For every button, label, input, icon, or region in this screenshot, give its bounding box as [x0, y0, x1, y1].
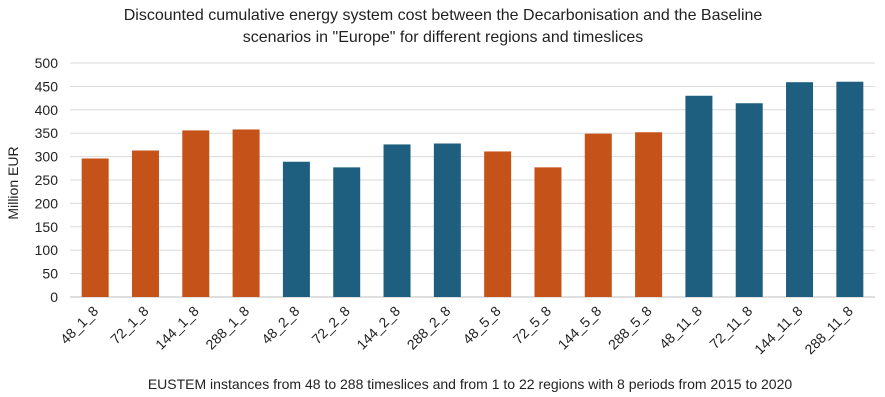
x-tick-label: 288_11_8 [801, 303, 856, 358]
bar-72_5_8 [534, 167, 562, 297]
x-tick-labels: 48_1_8 72_1_8 144_1_8 288_1_8 48_2_8 72_2_8 14… [57, 303, 856, 358]
x-tick-label: 144_1_8 [152, 303, 202, 353]
x-tick-label: 288_1_8 [202, 303, 252, 353]
bar-72_2_8 [333, 167, 361, 297]
x-tick-label: 48_5_8 [459, 303, 503, 347]
bar-288_5_8 [635, 132, 663, 297]
x-axis-label: EUSTEM instances from 48 to 288 timeslic… [148, 376, 793, 392]
y-tick-label: 300 [35, 149, 59, 165]
bar-144_2_8 [383, 144, 411, 297]
chart-title-line-2: scenarios in "Europe" for different regi… [243, 29, 644, 46]
y-axis-label: Million EUR [5, 146, 21, 219]
bar-144_1_8 [182, 130, 210, 297]
x-tick-label: 144_2_8 [353, 303, 403, 353]
bar-72_1_8 [131, 150, 159, 297]
x-tick-label: 288_2_8 [404, 303, 454, 353]
bar-series [81, 81, 864, 297]
bar-48_5_8 [484, 151, 512, 297]
y-tick-labels: 0 50 100 150 200 250 300 350 400 450 500 [35, 55, 59, 305]
x-tick-label: 144_11_8 [751, 303, 806, 358]
y-tick-label: 50 [42, 266, 58, 282]
y-tick-label: 500 [35, 55, 59, 71]
x-tick-label: 72_5_8 [510, 303, 554, 347]
bar-288_2_8 [433, 143, 461, 297]
bar-48_2_8 [282, 161, 310, 297]
x-tick-label: 144_5_8 [555, 303, 605, 353]
x-tick-label: 288_5_8 [605, 303, 655, 353]
y-tick-label: 250 [35, 172, 59, 188]
bar-72_11_8 [735, 103, 763, 297]
y-tick-label: 0 [50, 289, 58, 305]
x-tick-label: 48_1_8 [57, 303, 101, 347]
chart-title: Discounted cumulative energy system cost… [124, 7, 763, 46]
y-tick-label: 100 [35, 242, 59, 258]
bar-48_11_8 [685, 95, 713, 297]
chart-title-line-1: Discounted cumulative energy system cost… [124, 7, 763, 24]
x-tick-label: 48_2_8 [258, 303, 302, 347]
bar-144_11_8 [786, 82, 814, 297]
bar-288_1_8 [232, 129, 260, 297]
x-tick-label: 72_11_8 [706, 303, 755, 352]
x-tick-label: 72_2_8 [308, 303, 352, 347]
y-tick-label: 400 [35, 102, 59, 118]
y-tick-label: 450 [35, 78, 59, 94]
x-tick-label: 72_1_8 [107, 303, 151, 347]
y-tick-label: 150 [35, 219, 59, 235]
bar-288_11_8 [836, 81, 864, 297]
bar-144_5_8 [584, 133, 612, 297]
y-tick-label: 350 [35, 125, 59, 141]
y-tick-label: 200 [35, 195, 59, 211]
bar-48_1_8 [81, 158, 109, 297]
x-tick-label: 48_11_8 [656, 303, 705, 352]
